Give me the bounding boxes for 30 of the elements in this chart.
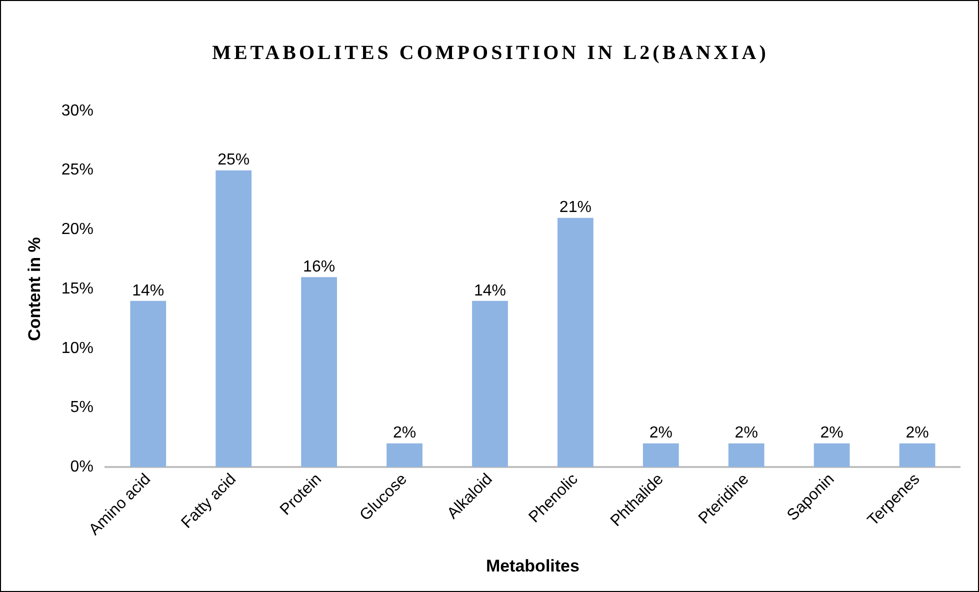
data-label: 14%	[132, 282, 164, 300]
bar	[130, 300, 166, 468]
data-label: 25%	[218, 152, 250, 169]
x-axis-title: Metabolites	[486, 556, 580, 576]
chart-title: METABOLITES COMPOSITION IN L2(BANXIA)	[211, 41, 770, 66]
y-tick-label: 20%	[61, 221, 94, 238]
y-tick-label: 30%	[61, 102, 94, 120]
data-label: 21%	[559, 199, 592, 216]
bar	[301, 277, 338, 468]
data-label: 2%	[820, 424, 844, 442]
data-label: 14%	[474, 282, 506, 300]
bar	[557, 218, 594, 468]
data-label: 2%	[392, 424, 416, 442]
data-label: 2%	[906, 424, 929, 442]
y-tick-label: 25%	[61, 162, 94, 179]
y-tick-label: 5%	[70, 399, 94, 416]
data-label: 16%	[303, 258, 336, 276]
y-tick-label: 15%	[61, 280, 94, 298]
data-label: 2%	[734, 424, 758, 442]
bar	[386, 443, 422, 468]
bar	[642, 443, 679, 468]
data-label: 2%	[649, 424, 672, 442]
bar	[216, 170, 252, 468]
y-tick-label: 10%	[61, 340, 94, 357]
y-axis-title: Content in %	[24, 237, 44, 341]
bar	[728, 443, 764, 468]
bar	[472, 300, 508, 468]
bar	[899, 443, 936, 468]
y-tick-label: 0%	[70, 458, 94, 476]
bar	[814, 443, 850, 468]
